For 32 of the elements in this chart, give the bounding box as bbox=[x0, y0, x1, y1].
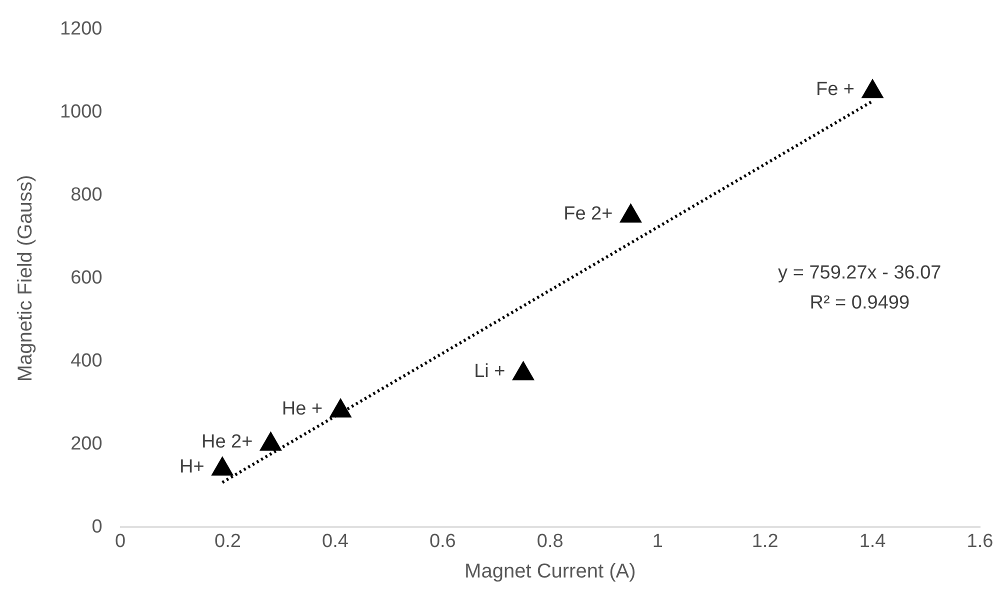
y-tick-label: 200 bbox=[70, 433, 102, 454]
annotation: Fe 2+ bbox=[564, 203, 613, 224]
annotation: Fe + bbox=[816, 78, 855, 100]
x-tick-label: 1 bbox=[652, 530, 663, 552]
y-tick-label: 1000 bbox=[60, 102, 102, 123]
annotation: y = 759.27x - 36.07 bbox=[778, 262, 942, 284]
x-tick-label: 0.2 bbox=[214, 530, 241, 552]
point bbox=[512, 361, 534, 380]
point bbox=[862, 79, 884, 98]
annotation: H+ bbox=[180, 456, 204, 478]
point bbox=[620, 204, 642, 223]
y-tick-label: 400 bbox=[70, 350, 102, 372]
x-tick-label: 0 bbox=[114, 530, 126, 552]
point bbox=[260, 432, 282, 451]
x-tick-label: 0.6 bbox=[429, 530, 456, 552]
x-tick-label: 0.8 bbox=[536, 530, 564, 552]
point bbox=[330, 398, 352, 418]
y-tick-label: 0 bbox=[92, 516, 102, 538]
annotation: R² = 0.9499 bbox=[810, 292, 910, 314]
point bbox=[211, 456, 234, 476]
y-tick-label: 600 bbox=[70, 268, 102, 289]
annotation: He 2+ bbox=[201, 431, 253, 452]
annotation: He + bbox=[282, 398, 323, 420]
y-tick-label: 800 bbox=[70, 184, 102, 206]
x-tick-label: 1.2 bbox=[752, 530, 778, 552]
annotation: Li + bbox=[474, 360, 506, 382]
y-axis-title: Magnetic Field (Gauss) bbox=[14, 174, 37, 382]
x-tick-label: 0.4 bbox=[322, 530, 349, 552]
x-tick-label: 1.4 bbox=[859, 530, 886, 552]
y-tick-label: 1200 bbox=[60, 18, 102, 40]
x-axis-title: Magnet Current (A) bbox=[464, 560, 636, 583]
x-tick-label: 1.6 bbox=[966, 530, 994, 552]
